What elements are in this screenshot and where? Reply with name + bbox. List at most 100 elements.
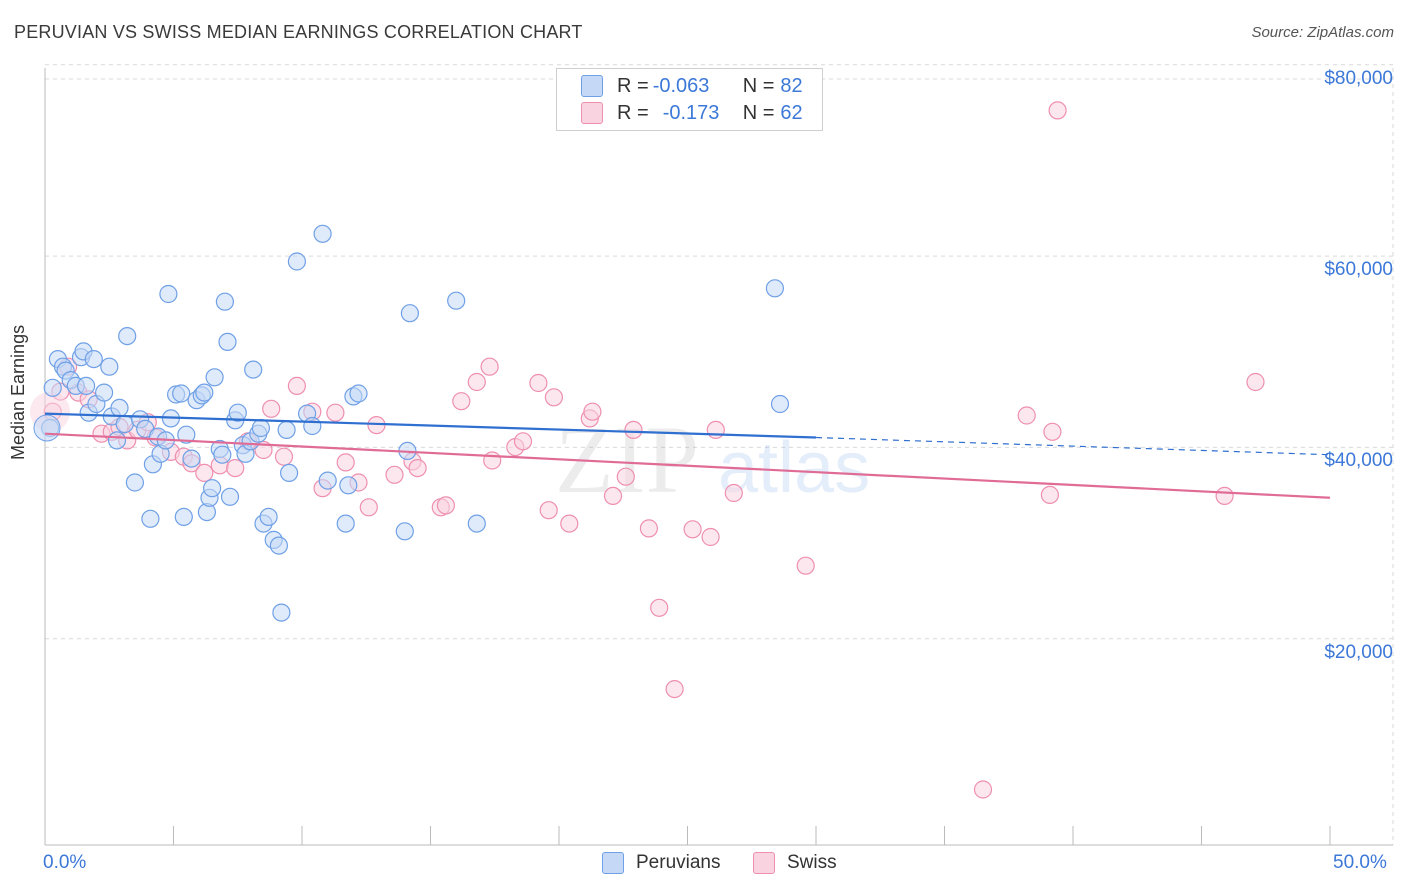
swiss-point xyxy=(480,357,499,376)
peruvian-point xyxy=(118,327,137,346)
swiss-point xyxy=(513,432,533,451)
swiss-point xyxy=(1215,486,1234,505)
swiss-point xyxy=(195,463,214,482)
swiss-point xyxy=(1043,422,1062,441)
peruvian-point xyxy=(770,394,790,414)
peruvian-point xyxy=(287,252,306,271)
peruvian-point xyxy=(349,384,368,403)
peruvian-point xyxy=(259,507,278,527)
peruvian-point xyxy=(94,383,114,402)
peruvian-point xyxy=(110,398,129,417)
peruvian-point xyxy=(205,368,224,387)
swiss-point xyxy=(359,498,378,517)
swiss-point xyxy=(408,459,427,478)
swiss-point xyxy=(262,399,281,418)
peruvian-point xyxy=(400,304,419,323)
swiss-point xyxy=(665,679,684,699)
swiss-point xyxy=(1040,485,1060,504)
swiss-point xyxy=(1246,372,1265,392)
swiss-point xyxy=(1017,406,1036,425)
swiss-point xyxy=(226,459,245,478)
peruvian-point xyxy=(203,479,222,498)
legend-item-swiss[interactable]: Swiss xyxy=(753,852,837,874)
peruvian-point xyxy=(269,536,288,555)
peruvian-point xyxy=(76,376,96,395)
x-tick-label: 50.0% xyxy=(1333,852,1387,873)
peruvian-point xyxy=(213,445,232,464)
peruvian-point xyxy=(251,418,270,438)
swiss-point xyxy=(616,467,635,486)
legend-row-peruvians: R = -0.063 N = 82 xyxy=(581,73,803,99)
swiss-point xyxy=(650,598,669,617)
swiss-point xyxy=(336,453,355,472)
chart-title: PERUVIAN VS SWISS MEDIAN EARNINGS CORREL… xyxy=(14,22,583,42)
peruvian-point xyxy=(277,420,296,439)
peruvian-point xyxy=(220,487,240,506)
peruvian-point xyxy=(159,284,178,304)
legend-label: Peruvians xyxy=(636,852,721,873)
swiss-point xyxy=(539,501,558,520)
swiss-swatch xyxy=(581,102,603,124)
n-label: N = xyxy=(742,101,775,124)
peruvian-point xyxy=(280,463,299,482)
peruvian-point xyxy=(84,350,103,369)
swiss-point xyxy=(326,403,345,422)
swiss-point xyxy=(287,376,306,395)
r-label: R = xyxy=(617,74,649,97)
peruvian-point xyxy=(141,509,160,528)
swiss-point xyxy=(529,373,548,393)
peruvian-point xyxy=(125,473,144,492)
peruvian-point xyxy=(228,403,247,422)
swiss-point xyxy=(724,483,743,503)
swiss-point xyxy=(483,451,502,470)
peruvian-point xyxy=(303,416,322,436)
legend-label: Swiss xyxy=(787,852,837,873)
peruvian-point xyxy=(115,415,134,434)
peruvian-point xyxy=(467,514,486,533)
x-tick-label: 0.0% xyxy=(43,852,87,873)
peruvian-point xyxy=(395,522,414,541)
source-label: Source: ZipAtlas.com xyxy=(1251,24,1394,41)
swiss-point xyxy=(973,780,993,799)
peruvian-point xyxy=(218,332,237,351)
peruvian-point xyxy=(33,414,61,442)
legend-row-swiss: R = -0.173 N = 62 xyxy=(581,100,803,126)
swiss-point xyxy=(701,527,720,547)
peruvians-trend-extension xyxy=(815,436,1331,456)
peruvian-point xyxy=(177,425,196,444)
swiss-point xyxy=(603,486,623,505)
axes xyxy=(44,68,1393,846)
peruvian-point xyxy=(182,449,201,468)
swiss-trend-line xyxy=(44,432,1331,499)
swiss-point xyxy=(274,447,294,466)
peruvian-point xyxy=(43,378,62,397)
peruvian-point xyxy=(336,514,355,533)
r-label: R = xyxy=(617,101,649,124)
peruvian-point xyxy=(172,384,191,403)
swiss-point xyxy=(683,520,702,539)
r-value: -0.173 xyxy=(662,101,720,124)
swiss-point xyxy=(624,420,643,439)
swiss-point xyxy=(706,420,725,439)
y-axis-label: Median Earnings xyxy=(8,324,28,460)
peruvian-point xyxy=(195,383,214,402)
swiss-point xyxy=(385,465,404,484)
series-legend: Peruvians Swiss xyxy=(0,852,1406,878)
swiss-point xyxy=(560,514,579,533)
r-value: -0.063 xyxy=(652,74,710,97)
peruvian-point xyxy=(215,292,234,311)
peruvians-swatch xyxy=(602,852,624,874)
swiss-swatch xyxy=(753,852,775,874)
swiss-point xyxy=(796,556,815,575)
legend-item-peruvians[interactable]: Peruvians xyxy=(602,852,721,874)
peruvian-point xyxy=(339,476,358,495)
swiss-point xyxy=(544,388,564,407)
n-value: 62 xyxy=(780,101,803,124)
n-label: N = xyxy=(742,74,775,97)
peruvian-point xyxy=(318,471,337,490)
y-tick-label: $20,000 xyxy=(1324,641,1393,663)
y-tick-label: $80,000 xyxy=(1324,67,1393,89)
swiss-point xyxy=(583,402,602,421)
peruvians-trend-line xyxy=(44,412,817,439)
